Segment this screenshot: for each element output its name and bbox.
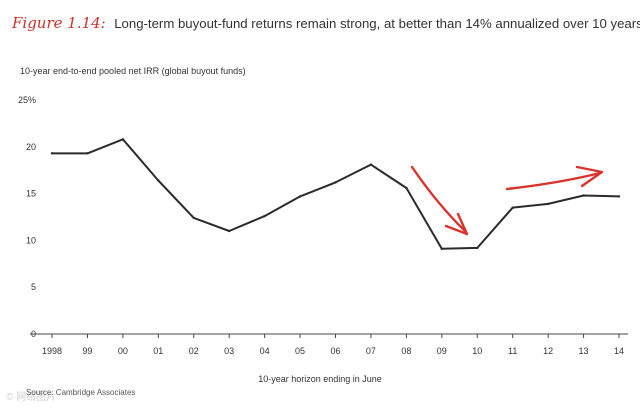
y-tick-label: 5 [31,282,36,292]
x-tick-label: 08 [401,346,411,356]
data-point [369,163,373,166]
x-tick-label: 04 [260,346,270,356]
x-tick-label: 07 [366,346,376,356]
x-axis-ticks: 1998 99 00 01 02 03 04 05 06 07 08 09 10 11 12 13 14 [42,334,624,356]
annotation-arrows [410,165,604,236]
data-point [511,206,514,209]
x-tick-label: 09 [437,346,447,356]
data-point [86,152,89,155]
x-tick-label: 02 [189,346,199,356]
watermark: © 网络图片 [6,392,57,403]
data-point [617,195,621,198]
data-point [192,216,195,220]
chart-title: Figure 1.14: Long-term buyout-fund retur… [12,14,640,33]
y-axis-label: 10-year end-to-end pooled net IRR (globa… [20,66,246,76]
y-tick-label: 25% [18,95,36,105]
x-tick-label: 12 [543,346,553,356]
x-tick-label: 06 [330,346,340,356]
up-arrow-shaft [505,171,602,191]
figure-label: Figure 1.14: [12,14,106,32]
x-tick-label: 03 [224,346,234,356]
data-point [546,202,550,206]
y-tick-label: 20 [26,142,36,152]
data-point [476,246,479,250]
x-axis-label: 10-year horizon ending in June [258,374,382,384]
figure-title: Long-term buyout-fund returns remain str… [114,16,640,31]
x-tick-label: 14 [614,346,624,356]
x-tick-label: 05 [295,346,305,356]
up-arrow-head [575,165,604,188]
x-tick-label: 11 [508,346,517,356]
x-tick-label: 00 [118,346,128,356]
x-tick-label: 10 [472,346,482,356]
series-line-irr [52,138,620,250]
x-tick-label: 13 [579,346,589,356]
data-point [50,152,54,155]
data-point [121,138,125,141]
data-point [405,186,408,190]
data-point [440,247,444,251]
data-point [227,229,231,233]
source-note: Source: Cambridge Associates [26,388,136,397]
data-point [334,181,337,184]
y-tick-label: 10 [26,235,36,245]
x-tick-label: 1998 [42,346,62,356]
y-tick-label: 15 [26,189,36,199]
down-arrow-head [444,212,469,236]
data-point [582,194,585,197]
data-point [157,179,160,182]
data-point [263,214,266,218]
data-point [298,195,302,198]
x-tick-label: 99 [82,346,92,356]
down-arrow-shaft [410,165,468,234]
x-tick-label: 01 [153,346,163,356]
